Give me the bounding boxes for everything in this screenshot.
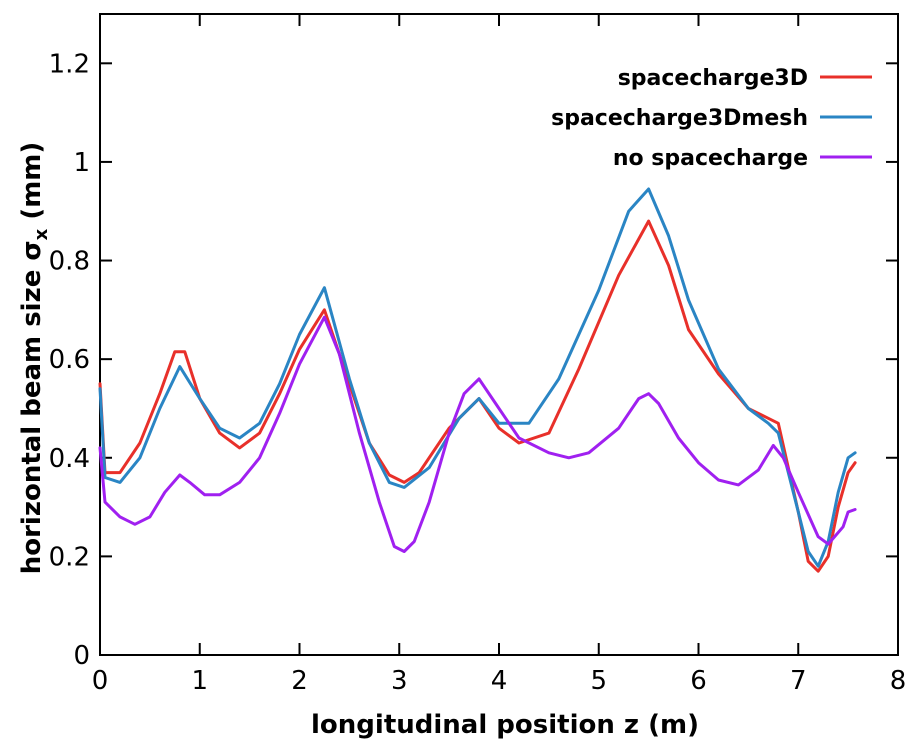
axis-ticks: 0 1 2 3 4 5 6 7 8 0 0.2 0.4 0.6 0.8 1 1.2 xyxy=(49,14,907,696)
y-tick-label: 0.8 xyxy=(49,247,90,277)
x-tick-label: 5 xyxy=(590,666,607,696)
x-tick-label: 7 xyxy=(790,666,807,696)
legend-label: spacecharge3Dmesh xyxy=(551,106,808,131)
x-tick-label: 8 xyxy=(890,666,907,696)
y-tick-label: 1.2 xyxy=(49,49,90,79)
y-tick-label: 0.4 xyxy=(49,444,90,474)
y-tick-label: 0 xyxy=(73,641,90,671)
series-layer xyxy=(98,187,857,573)
x-tick-label: 2 xyxy=(291,666,308,696)
x-tick-label: 4 xyxy=(491,666,508,696)
y-tick-label: 0.2 xyxy=(49,542,90,572)
legend-label: spacecharge3D xyxy=(618,66,808,91)
y-tick-label: 0.6 xyxy=(49,345,90,375)
series-line xyxy=(98,187,857,568)
x-tick-label: 6 xyxy=(690,666,707,696)
y-tick-label: 1 xyxy=(73,148,90,178)
x-axis-label: longitudinal position z (m) xyxy=(311,710,699,740)
x-tick-label: 1 xyxy=(191,666,208,696)
x-tick-label: 0 xyxy=(92,666,109,696)
legend: spacecharge3D spacecharge3Dmesh no spacech… xyxy=(551,66,872,171)
legend-label: no spacecharge xyxy=(613,146,808,171)
y-axis-label: horizontal beam size σx (mm) xyxy=(17,142,52,575)
x-tick-label: 3 xyxy=(391,666,408,696)
series-line xyxy=(98,315,857,553)
series-line xyxy=(98,219,857,573)
